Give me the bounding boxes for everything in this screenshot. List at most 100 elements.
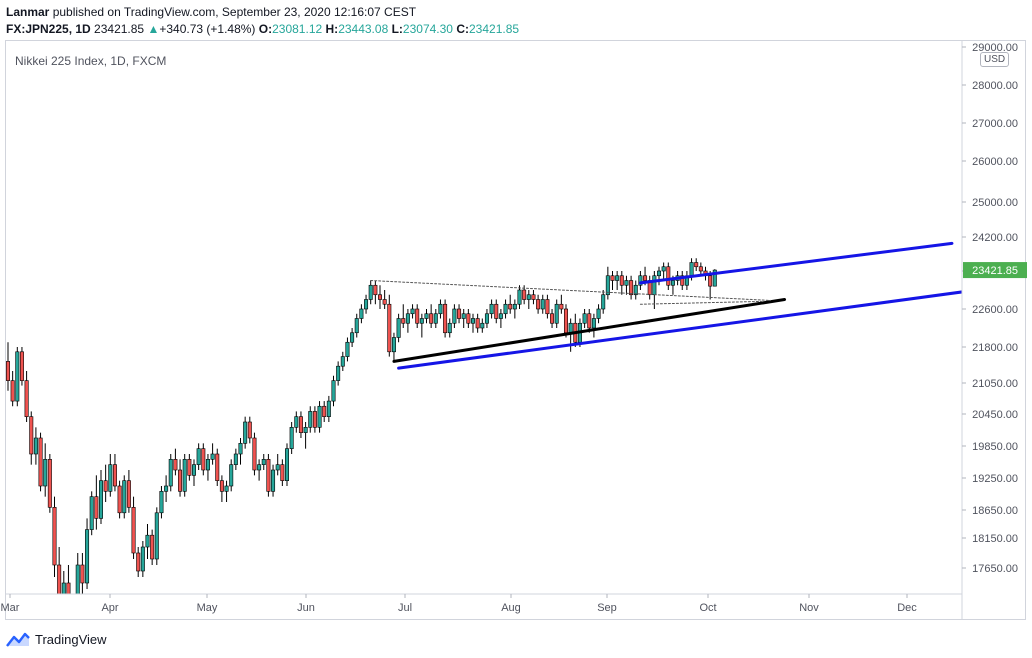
x-tick-label: Mar	[1, 602, 20, 614]
candle	[364, 294, 369, 314]
chart-legend: Nikkei 225 Index, 1D, FXCM	[15, 54, 167, 68]
triangle-lower-dotted	[639, 300, 762, 305]
currency-badge[interactable]: USD	[980, 52, 1010, 67]
high-value: 23443.08	[338, 22, 389, 36]
candle	[247, 416, 252, 444]
candle-body	[410, 308, 415, 315]
candle-body	[536, 299, 541, 310]
candle	[6, 342, 11, 391]
candle	[47, 454, 52, 513]
candle	[587, 309, 592, 333]
y-tick-label: 21050.00	[972, 378, 1018, 390]
candle	[698, 262, 703, 276]
candle-body	[233, 453, 238, 465]
candle-body	[159, 491, 164, 514]
candle-body	[312, 411, 317, 428]
candle-body	[284, 448, 289, 481]
candle-body	[289, 427, 294, 449]
candle-body	[275, 464, 280, 471]
candle-body	[433, 313, 438, 324]
candle-body	[508, 303, 513, 310]
candle-body	[582, 313, 587, 324]
candle-body	[494, 303, 499, 319]
candle	[470, 313, 475, 333]
candle	[559, 294, 564, 314]
candle	[680, 271, 685, 290]
candle-body	[480, 322, 485, 329]
y-tick-label: 18650.00	[972, 505, 1018, 517]
last-price-label: 23421.85	[972, 265, 1018, 277]
candle	[136, 547, 141, 577]
candle-body	[38, 437, 43, 487]
candle	[582, 309, 587, 328]
candle	[192, 459, 197, 486]
candle	[494, 299, 499, 324]
candle-body	[145, 534, 150, 548]
candle-body	[591, 318, 596, 329]
candle-body	[610, 275, 615, 281]
candle	[452, 304, 457, 328]
candle-body	[554, 303, 559, 324]
candle	[387, 294, 392, 357]
candle	[85, 518, 90, 589]
candle-body	[354, 318, 359, 334]
candle	[359, 304, 364, 324]
candle-body	[136, 552, 141, 572]
candle	[661, 262, 666, 281]
candle	[94, 475, 99, 530]
candle	[145, 524, 150, 559]
candle	[122, 475, 127, 519]
candle-body	[419, 318, 424, 324]
candle	[615, 271, 620, 290]
candle	[43, 443, 48, 497]
candle-body	[10, 380, 15, 402]
candle	[29, 411, 34, 465]
candle	[168, 454, 173, 492]
candle	[252, 432, 257, 476]
candle-body	[550, 313, 555, 324]
candle-body	[712, 269, 717, 287]
candle-body	[271, 469, 276, 492]
candle-body	[484, 313, 489, 324]
candle-body	[396, 318, 401, 338]
candle-body	[182, 459, 187, 492]
candle-body	[122, 480, 127, 514]
candle	[489, 299, 494, 319]
time-axis: Mar Apr May Jun Jul Aug Sep Oct Nov Dec	[1, 593, 962, 614]
candle-body	[638, 275, 643, 286]
candle-body	[457, 308, 462, 319]
x-tick-label: Dec	[897, 602, 917, 614]
candle-body	[99, 480, 104, 519]
candle-body	[173, 459, 178, 471]
candle	[336, 361, 341, 386]
candle-body	[261, 459, 266, 465]
brand-name: TradingView	[35, 631, 107, 647]
x-tick-label: Jul	[398, 602, 412, 614]
candle	[19, 347, 24, 386]
footer-brand[interactable]: TradingView	[6, 631, 107, 647]
candle-body	[117, 485, 122, 514]
candle-body	[350, 332, 355, 343]
candle-body	[531, 294, 536, 300]
candle	[405, 309, 410, 333]
candle-body	[643, 275, 648, 281]
candle	[108, 454, 113, 497]
candle	[694, 258, 699, 271]
candle	[75, 553, 80, 594]
candle-body	[387, 303, 392, 353]
candle-body	[656, 270, 661, 277]
candle-body	[24, 380, 29, 417]
candle-body	[373, 284, 378, 296]
upper-channel-line	[638, 241, 954, 285]
candle	[457, 304, 462, 324]
candle-body	[522, 289, 527, 300]
candle-body	[187, 459, 192, 476]
candle	[466, 309, 471, 328]
candle	[57, 547, 62, 594]
author-name[interactable]: Lanmar	[6, 5, 50, 19]
candle	[275, 454, 280, 476]
candle-body	[512, 303, 517, 310]
candle-body	[694, 262, 699, 268]
y-tick-label: 28000.00	[972, 80, 1018, 92]
